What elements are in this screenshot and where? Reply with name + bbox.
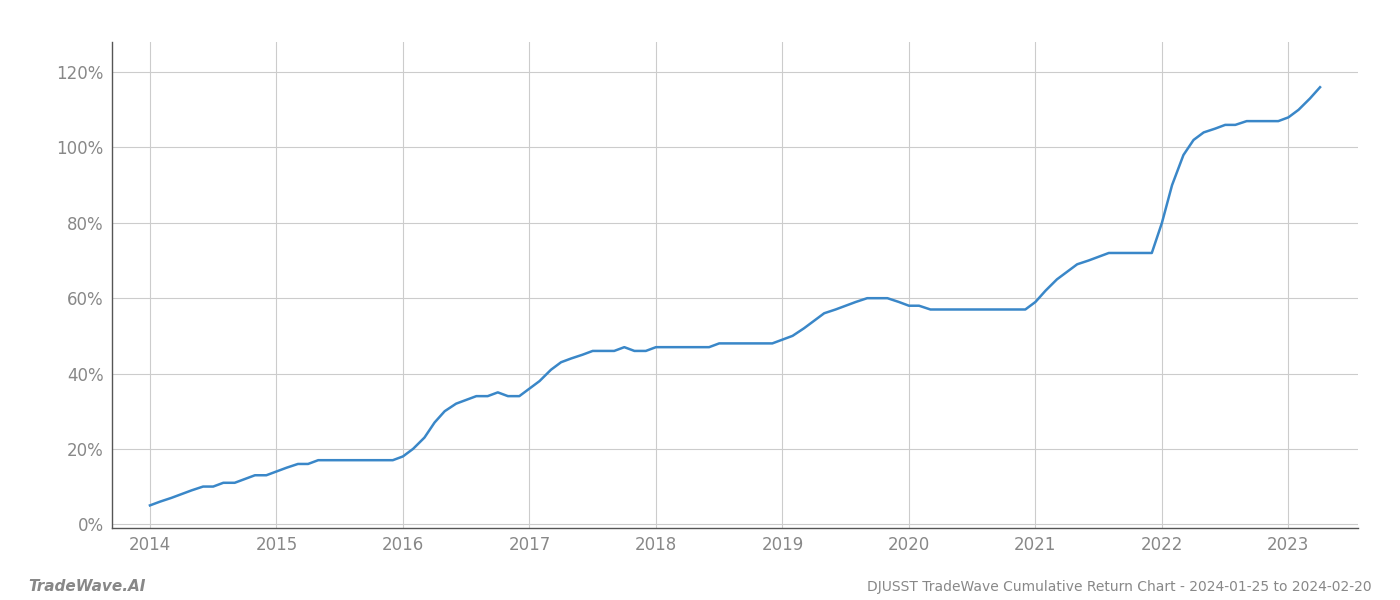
Text: DJUSST TradeWave Cumulative Return Chart - 2024-01-25 to 2024-02-20: DJUSST TradeWave Cumulative Return Chart… xyxy=(868,580,1372,594)
Text: TradeWave.AI: TradeWave.AI xyxy=(28,579,146,594)
